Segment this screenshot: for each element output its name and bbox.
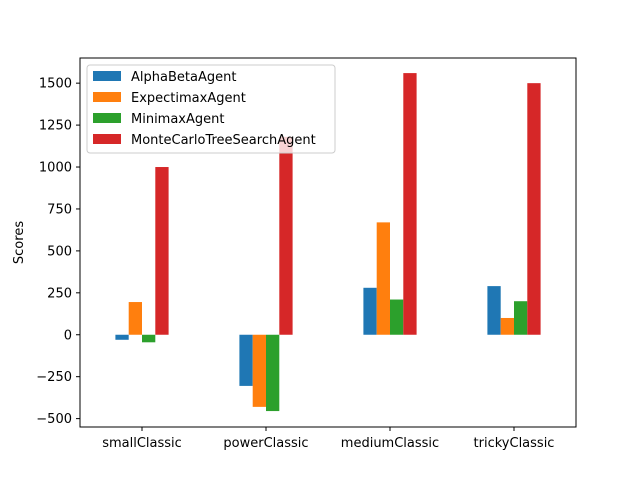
x-tick-label: mediumClassic xyxy=(341,436,439,451)
bar-MonteCarloTreeSearchAgent-mediumClassic xyxy=(403,73,417,335)
bars-group xyxy=(115,73,541,412)
bar-MonteCarloTreeSearchAgent-trickyClassic xyxy=(527,83,541,335)
bar-AlphaBetaAgent-trickyClassic xyxy=(487,286,501,335)
bar-MinimaxAgent-mediumClassic xyxy=(390,299,404,335)
legend-entry: AlphaBetaAgent xyxy=(131,70,236,85)
bar-MinimaxAgent-smallClassic xyxy=(142,334,156,343)
y-tick-label: 1250 xyxy=(39,119,72,134)
y-axis-label: Scores xyxy=(12,221,27,264)
bar-MonteCarloTreeSearchAgent-smallClassic xyxy=(155,167,169,335)
bar-ExpectimaxAgent-trickyClassic xyxy=(500,317,514,335)
y-tick-label: 500 xyxy=(47,244,72,259)
y-tick-label: 750 xyxy=(47,202,72,217)
legend-swatch xyxy=(93,92,121,102)
bar-AlphaBetaAgent-mediumClassic xyxy=(363,287,377,335)
legend-swatch xyxy=(93,113,121,123)
y-tick-label: 0 xyxy=(64,328,72,343)
bar-AlphaBetaAgent-smallClassic xyxy=(115,334,129,340)
bar-ExpectimaxAgent-mediumClassic xyxy=(376,222,390,335)
legend: AlphaBetaAgent ExpectimaxAgent MinimaxAgen… xyxy=(86,64,336,154)
legend-entry: MinimaxAgent xyxy=(131,112,224,127)
bar-MinimaxAgent-trickyClassic xyxy=(514,301,528,335)
plot-frame xyxy=(79,57,577,428)
legend-entry: ExpectimaxAgent xyxy=(131,91,246,106)
bar-MinimaxAgent-powerClassic xyxy=(266,334,280,412)
legend-frame xyxy=(86,64,336,154)
x-tick-label: powerClassic xyxy=(223,436,308,451)
y-tick-label: −250 xyxy=(36,370,72,385)
bar-ExpectimaxAgent-smallClassic xyxy=(128,302,142,335)
y-tick-label: −500 xyxy=(36,412,72,427)
bar-ExpectimaxAgent-powerClassic xyxy=(252,334,266,407)
y-tick-label: 250 xyxy=(47,286,72,301)
x-tick-label: smallClassic xyxy=(102,436,182,451)
y-tick-label: 1500 xyxy=(39,77,72,92)
legend-swatch xyxy=(93,134,121,144)
bar-AlphaBetaAgent-powerClassic xyxy=(239,334,253,386)
axes-group: −500 −250 0 250 500 750 1000 1250 1500 smallClass… xyxy=(36,57,577,451)
bar-MonteCarloTreeSearchAgent-powerClassic xyxy=(279,136,293,335)
x-tick-label: trickyClassic xyxy=(474,436,555,451)
legend-entry: MonteCarloTreeSearchAgent xyxy=(131,133,316,148)
y-tick-label: 1000 xyxy=(39,161,72,176)
legend-swatch xyxy=(93,71,121,81)
